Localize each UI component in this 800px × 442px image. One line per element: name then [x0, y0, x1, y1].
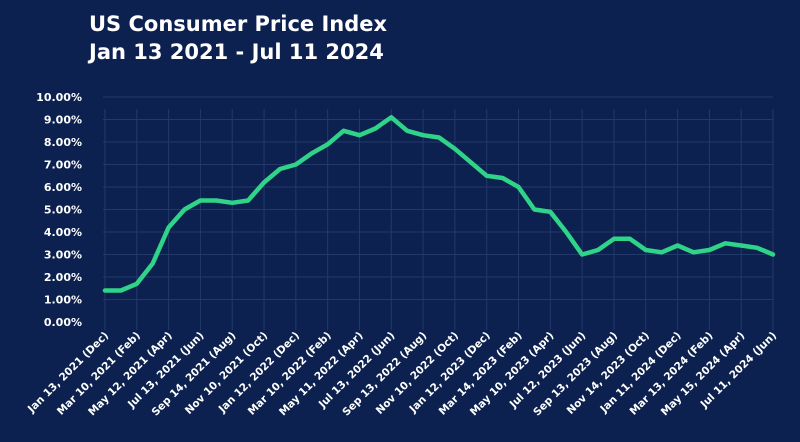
- chart-subtitle: Jan 13 2021 - Jul 11 2024: [89, 40, 384, 64]
- cpi-series-line: [102, 115, 776, 293]
- y-tick-label: 9.00%: [44, 114, 82, 127]
- y-tick-label: 4.00%: [44, 226, 82, 239]
- y-tick-label: 3.00%: [44, 249, 82, 262]
- y-tick-label: 5.00%: [44, 204, 82, 217]
- y-tick-label: 8.00%: [44, 136, 82, 149]
- y-tick-label: 0.00%: [44, 316, 82, 329]
- y-tick-label: 6.00%: [44, 181, 82, 194]
- y-tick-label: 2.00%: [44, 271, 82, 284]
- y-tick-label: 10.00%: [36, 91, 82, 104]
- y-tick-label: 7.00%: [44, 159, 82, 172]
- y-tick-label: 1.00%: [44, 294, 82, 307]
- chart-title: US Consumer Price Index: [89, 12, 388, 36]
